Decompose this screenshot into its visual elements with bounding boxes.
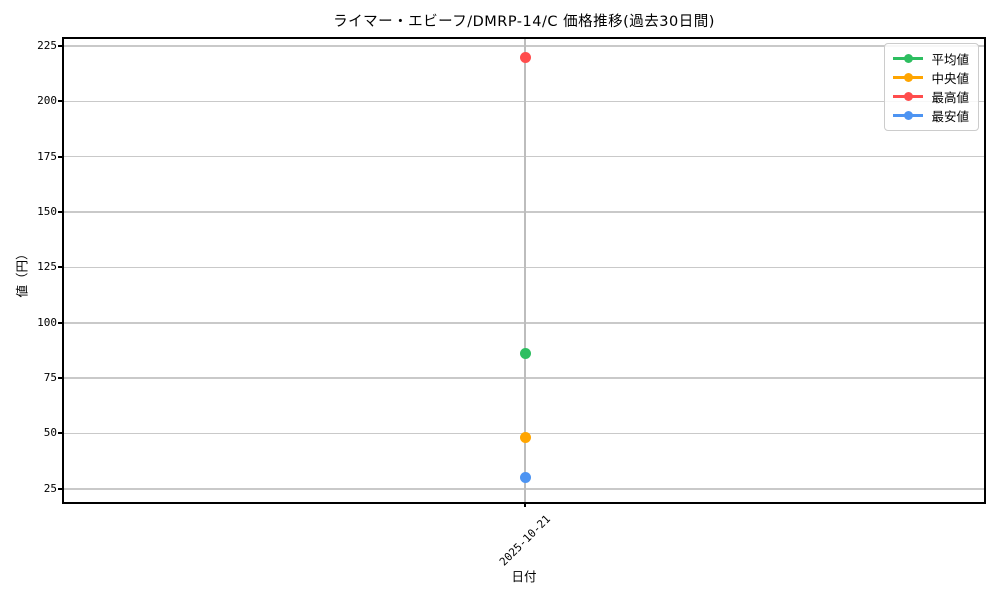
data-point-平均値 — [519, 348, 531, 360]
y-tick-label: 200 — [37, 94, 57, 108]
y-tick-label: 75 — [43, 371, 57, 385]
y-tick-label: 50 — [43, 426, 57, 440]
y-tick-mark — [58, 321, 62, 324]
y-tick-mark — [58, 211, 62, 214]
y-tick-mark — [58, 100, 62, 103]
grid-line-horizontal — [63, 211, 985, 213]
legend-item: 最安値 — [893, 106, 969, 125]
legend-dot — [903, 92, 913, 101]
data-point-中央値 — [519, 432, 531, 444]
x-tick-label: 2025-10-21 — [496, 512, 554, 569]
grid-line-horizontal — [63, 322, 985, 324]
y-tick-label: 175 — [37, 149, 57, 163]
legend-label: 最高値 — [931, 90, 969, 105]
y-tick-mark — [58, 487, 62, 490]
legend-item: 最高値 — [893, 87, 969, 106]
grid-line-horizontal — [63, 45, 985, 47]
y-tick-label: 150 — [37, 205, 57, 219]
data-point-最高値 — [519, 51, 531, 63]
grid-line-horizontal — [63, 377, 985, 379]
y-tick-label: 25 — [43, 481, 57, 495]
y-tick-mark — [58, 44, 62, 47]
y-tick-mark — [58, 377, 62, 380]
legend-marker-icon — [893, 53, 924, 64]
y-tick-mark — [58, 155, 62, 158]
x-tick-mark — [524, 503, 526, 507]
legend-marker-icon — [893, 72, 924, 83]
grid-line-horizontal — [63, 155, 985, 158]
legend-item: 中央値 — [893, 68, 969, 87]
y-tick-mark — [58, 432, 62, 435]
chart-title: ライマー・エビーフ/DMRP-14/C 価格推移(過去30日間) — [333, 14, 715, 30]
plot-area: 平均値中央値最高値最安値 — [63, 38, 985, 503]
legend-marker-icon — [893, 91, 924, 102]
y-tick-mark — [58, 266, 62, 269]
legend-dot — [903, 111, 913, 120]
legend-label: 中央値 — [931, 71, 969, 86]
grid-line-vertical — [524, 38, 526, 503]
legend-label: 最安値 — [931, 109, 969, 124]
grid-line-horizontal — [63, 488, 985, 490]
legend-marker-icon — [893, 110, 924, 121]
legend-item: 平均値 — [893, 49, 969, 68]
legend-dot — [903, 54, 913, 63]
legend-dot — [903, 73, 913, 82]
chart-legend: 平均値中央値最高値最安値 — [884, 43, 979, 131]
grid-line-horizontal — [63, 266, 985, 269]
x-axis-label: 日付 — [511, 569, 537, 584]
data-point-最安値 — [519, 472, 531, 484]
y-tick-label: 225 — [37, 38, 57, 52]
y-tick-label: 125 — [37, 260, 57, 274]
grid-line-horizontal — [63, 100, 985, 103]
y-tick-label: 100 — [37, 315, 57, 329]
legend-label: 平均値 — [931, 52, 969, 67]
